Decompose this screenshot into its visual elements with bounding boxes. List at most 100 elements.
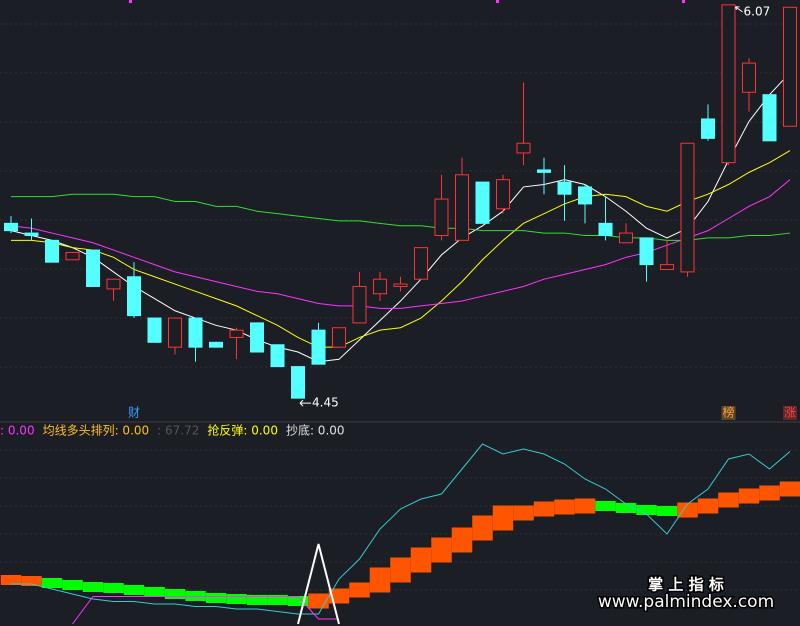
band-bar (369, 567, 391, 593)
band-bar (595, 501, 616, 511)
candle-body (393, 283, 408, 287)
candle-body (762, 94, 777, 142)
event-box (721, 406, 736, 420)
band-bar (123, 585, 145, 595)
band-bar (390, 557, 411, 583)
band-bar (554, 499, 575, 515)
band-bar (349, 582, 370, 598)
legend-item: 抢反弹: 0.00 (207, 423, 278, 438)
band-bar (636, 505, 657, 515)
candle-body (598, 222, 613, 236)
top-marker (682, 0, 685, 3)
candle-body (660, 264, 674, 270)
line-series (72, 596, 339, 625)
candle-body (209, 341, 223, 348)
candle-body (229, 329, 244, 338)
grid (0, 23, 800, 591)
candle-body (147, 317, 162, 343)
candle-body (783, 6, 797, 127)
band-bar (410, 547, 432, 573)
candle-body (516, 142, 531, 154)
candle-body (557, 181, 572, 195)
event-label: 榜 (722, 405, 734, 420)
candle-body (270, 344, 285, 368)
line-series (11, 150, 791, 348)
band-bar (697, 498, 719, 514)
candle-body (4, 222, 18, 232)
band-bar (21, 576, 42, 586)
candle-body (537, 169, 551, 173)
band-bar (246, 595, 268, 605)
top-marker (129, 0, 132, 3)
event-label: 财 (128, 406, 140, 420)
candle-body (496, 179, 510, 210)
arrow (299, 399, 311, 407)
candle-body (168, 317, 182, 348)
candle-body (352, 285, 367, 324)
band-bar (226, 594, 247, 604)
band-bar (451, 527, 473, 553)
band-bar (62, 580, 83, 590)
candle-body (45, 239, 59, 263)
line-series (297, 543, 340, 625)
event-box (783, 406, 797, 420)
candle-body (414, 247, 428, 280)
candle-body (475, 181, 490, 224)
band-bar (0, 575, 22, 585)
candle-body (106, 278, 121, 290)
candle-body (619, 232, 633, 244)
legend-item: : 0.00 (0, 424, 35, 438)
candle-body (578, 186, 592, 205)
candle-body (311, 329, 326, 365)
candle-body (742, 62, 756, 93)
candle-body (455, 174, 469, 241)
band-bar (513, 505, 534, 521)
max-label: 6.07 (744, 4, 771, 18)
band-bar (267, 595, 288, 605)
band-bar (656, 506, 678, 516)
band-bar (738, 488, 760, 504)
band-bar (287, 596, 309, 606)
candle-body (721, 4, 736, 164)
candle-body (127, 276, 141, 317)
band-bar (103, 583, 124, 593)
band-bar (164, 589, 186, 599)
line-series (10, 179, 791, 309)
legend-item: 抄底: 0.00 (286, 423, 345, 438)
legend-item: 均线多头排列: 0.00 (43, 424, 150, 438)
plot-layer: 6.07 4.45 财 榜 涨: 0.00 均线多头排列: 0.00: 67.72 抢反弹:… (0, 4, 800, 625)
band-bar (779, 481, 800, 497)
candle-body (188, 317, 203, 348)
candle-body (639, 237, 654, 266)
event-label: 涨 (784, 405, 796, 420)
band-bar (492, 505, 514, 531)
watermark-url: www.palmindex.com (598, 592, 774, 612)
candle-body (434, 198, 449, 236)
candle-body (250, 322, 264, 353)
candle-body (373, 278, 387, 295)
watermark-title: 掌 上 指 标 (648, 576, 724, 594)
band-bar (718, 492, 739, 508)
band-bar (574, 498, 596, 514)
band-bar (328, 588, 350, 604)
line-series (11, 443, 791, 615)
candle-body (24, 232, 39, 236)
band-bar (82, 582, 104, 592)
band-bar (144, 587, 165, 597)
candle-body (86, 249, 100, 287)
band-bar (205, 593, 227, 603)
candle-body (65, 251, 80, 261)
candle-body (291, 366, 305, 399)
band-bar (759, 485, 780, 501)
line-series (11, 193, 791, 241)
band-bar (41, 578, 63, 588)
legend-item: : 67.72 (157, 424, 199, 438)
candle-body (332, 327, 346, 348)
band-bar (677, 502, 698, 518)
band-bar (431, 537, 452, 563)
band-bar (533, 501, 555, 517)
arrow (735, 6, 743, 13)
candle-body (701, 118, 715, 139)
